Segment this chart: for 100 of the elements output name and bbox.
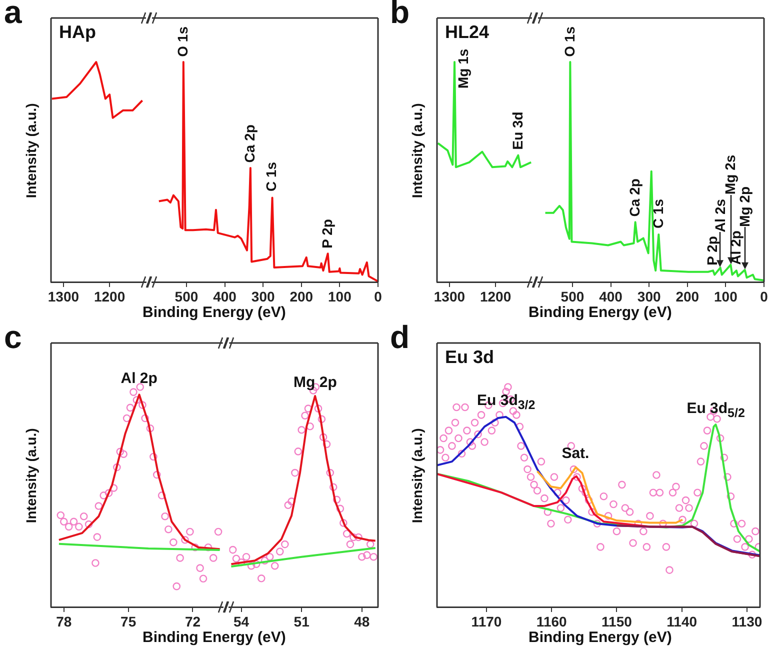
x-tick-label: 300: [637, 288, 661, 304]
point: [176, 554, 184, 562]
point: [110, 484, 118, 492]
point: [340, 519, 348, 527]
x-axis-title: Binding Energy (eV): [528, 304, 672, 322]
point: [181, 536, 189, 544]
x-tick-label: 100: [328, 288, 352, 304]
x-tick-label: 300: [251, 288, 275, 304]
x-tick-label: 1150: [602, 613, 632, 630]
annotation: Al 2p: [728, 230, 744, 265]
text: b: [390, 0, 410, 30]
annotation: Mg 2p: [294, 374, 337, 392]
chart-title: HAp: [59, 22, 96, 43]
x-tick-label: 500: [174, 288, 198, 304]
x-tick-label: 500: [560, 288, 584, 304]
x-tick-label: 100: [714, 288, 738, 304]
x-tick-label: 200: [290, 288, 314, 304]
point: [170, 538, 178, 546]
x-tick-label: 1130: [732, 613, 762, 630]
point: [370, 552, 378, 561]
point: [332, 496, 341, 504]
x-axis-title: Binding Energy (eV): [528, 629, 672, 646]
annotation: Mg 1s: [455, 48, 472, 88]
annotation: Ca 2p: [242, 124, 258, 162]
point: [276, 548, 284, 556]
point: [120, 450, 128, 458]
point: [281, 540, 289, 548]
point: [104, 489, 113, 497]
point: [260, 556, 269, 564]
x-tick-label: 0: [760, 288, 768, 304]
annotation: Ca 2p: [626, 178, 644, 216]
y-axis-title: Intensity (a.u.): [408, 102, 425, 198]
point: [126, 404, 134, 412]
annotation: O 1s: [562, 26, 578, 56]
point: [196, 564, 204, 572]
point: [354, 533, 362, 542]
point: [350, 533, 358, 542]
point: [116, 448, 124, 456]
x-tick-label: 75: [120, 613, 136, 630]
y-axis-title: Intensity (a.u.): [22, 428, 39, 523]
x-tick-label: 1140: [666, 613, 698, 630]
point: [141, 414, 149, 422]
x-tick-label: 72: [184, 613, 201, 630]
point: [138, 401, 146, 409]
x-tick-label: 1170: [471, 613, 502, 630]
annotation: O 1s: [174, 26, 192, 56]
point: [92, 559, 100, 567]
point: [214, 528, 222, 536]
point: [161, 512, 169, 520]
point: [329, 483, 338, 491]
point: [363, 551, 371, 559]
point: [122, 414, 131, 422]
x-axis-title: Binding Energy (eV): [142, 629, 286, 646]
point: [314, 404, 322, 412]
point: [366, 540, 374, 548]
point: [322, 440, 331, 448]
point: [342, 530, 351, 538]
x-tick-label: 78: [56, 613, 72, 630]
chart-title: Eu 3d: [445, 347, 494, 368]
chart-title: HL24: [445, 22, 490, 43]
point: [306, 422, 314, 430]
point: [150, 452, 158, 461]
point: [229, 546, 237, 554]
point: [70, 518, 78, 526]
point: [132, 396, 141, 404]
point: [60, 518, 68, 526]
y-axis-title: Intensity (a.u.): [408, 428, 425, 523]
point: [257, 574, 266, 582]
x-tick-label: 51: [294, 613, 310, 630]
annotation: C 1s: [650, 198, 666, 228]
x-tick-label: 48: [354, 613, 370, 630]
point: [186, 528, 194, 536]
annotation: Eu 3d: [510, 111, 526, 150]
point: [136, 383, 144, 391]
x-tick-label: 1160: [536, 613, 568, 630]
point: [56, 511, 65, 520]
x-tick-label: 400: [599, 288, 623, 304]
text: c: [4, 319, 22, 355]
x-tick-label: 1300: [434, 288, 466, 304]
annotation: Eu 3d$_{3/2}$: [477, 392, 536, 413]
annotation: Al 2p: [120, 370, 158, 389]
point: [146, 424, 154, 432]
point: [291, 468, 299, 477]
x-tick-label: 1200: [480, 288, 512, 304]
point: [93, 533, 102, 541]
point: [319, 433, 328, 442]
point: [346, 540, 354, 548]
point: [301, 412, 309, 420]
point: [294, 448, 302, 456]
annotation: P 2p: [704, 236, 721, 265]
point: [242, 552, 250, 561]
annotation: Eu 3d$_{5/2}$: [686, 400, 745, 420]
point: [318, 415, 326, 424]
point: [266, 552, 274, 561]
x-axis-title: Binding Energy (eV): [142, 304, 286, 322]
point: [158, 492, 166, 500]
point: [304, 404, 312, 412]
point: [232, 554, 240, 562]
x-tick-label: 0: [374, 288, 382, 304]
point: [284, 501, 292, 510]
